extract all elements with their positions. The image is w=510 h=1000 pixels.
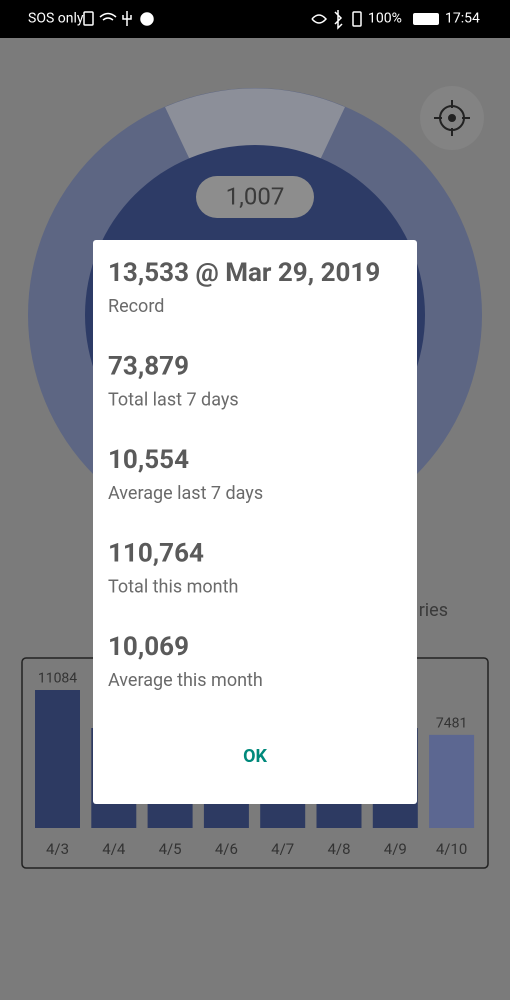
bar-value-label: 7481 — [436, 716, 467, 732]
x-tick-label: 4/8 — [327, 840, 350, 858]
clock: 17:54 — [445, 11, 480, 27]
bar — [429, 734, 475, 828]
carrier: SOS only — [28, 11, 84, 27]
x-tick-label: 4/9 — [384, 840, 407, 858]
x-tick-label: 4/10 — [436, 840, 467, 858]
stat-value: 10,069 — [108, 632, 189, 662]
stat-value: 13,533 @ Mar 29, 2019 — [108, 258, 380, 288]
stat-label: Total last 7 days — [108, 389, 239, 410]
donut-value: 1,007 — [226, 182, 285, 210]
bar-value-label: 11084 — [38, 671, 77, 687]
bar — [35, 690, 80, 828]
stat-label: Total this month — [108, 576, 238, 597]
donut-segment — [165, 88, 345, 160]
locate-icon — [434, 100, 470, 136]
x-tick-label: 4/7 — [271, 840, 294, 858]
stat-value: 73,879 — [108, 351, 189, 381]
stat-value: 110,764 — [108, 538, 204, 568]
x-tick-label: 4/3 — [46, 840, 69, 858]
ok-button[interactable]: OK — [243, 746, 267, 767]
dialog-items: 13,533 @ Mar 29, 2019 Record 73,879 Total l… — [108, 258, 380, 691]
stat-label: Record — [108, 296, 164, 317]
battery-icon — [413, 13, 439, 25]
stat-value: 10,554 — [108, 445, 189, 475]
dialog — [93, 240, 417, 804]
status-icons — [83, 10, 362, 30]
x-tick-label: 4/5 — [159, 840, 182, 858]
legend-fragment: ries — [419, 600, 448, 621]
battery-percent: 100% — [368, 11, 402, 27]
donut-value-pill — [196, 176, 314, 218]
stat-label: Average this month — [108, 670, 263, 691]
stat-label: Average last 7 days — [108, 483, 263, 504]
x-tick-label: 4/6 — [215, 840, 238, 858]
x-tick-label: 4/4 — [102, 840, 126, 858]
